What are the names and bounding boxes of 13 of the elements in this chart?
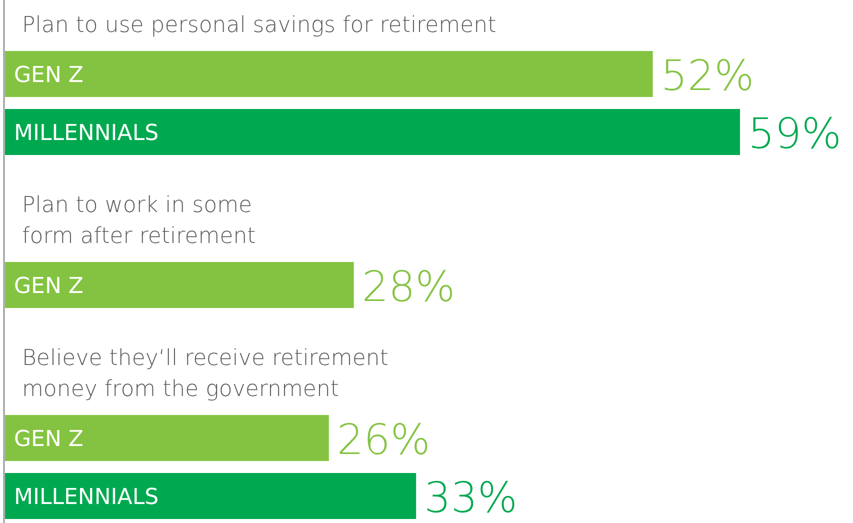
series-label: GEN Z xyxy=(14,63,84,88)
y-tick-label: Plan to work in some form after retirement xyxy=(22,193,256,249)
text: MILLENNIALS xyxy=(14,485,159,510)
data-label: 26% xyxy=(336,415,430,464)
text: GEN Z xyxy=(14,427,84,452)
text: GEN Z xyxy=(14,274,84,299)
series-label: MILLENNIALS xyxy=(14,121,159,146)
y-tick-label: Plan to use personal savings for retirement xyxy=(22,13,496,38)
data-label: 52% xyxy=(660,51,754,100)
y-tick-label: Believe they‘ll receive retirement money from the government xyxy=(22,346,388,402)
data-label: 28% xyxy=(362,262,456,311)
data-label: 59% xyxy=(748,109,842,158)
data-label: 33% xyxy=(424,473,518,522)
